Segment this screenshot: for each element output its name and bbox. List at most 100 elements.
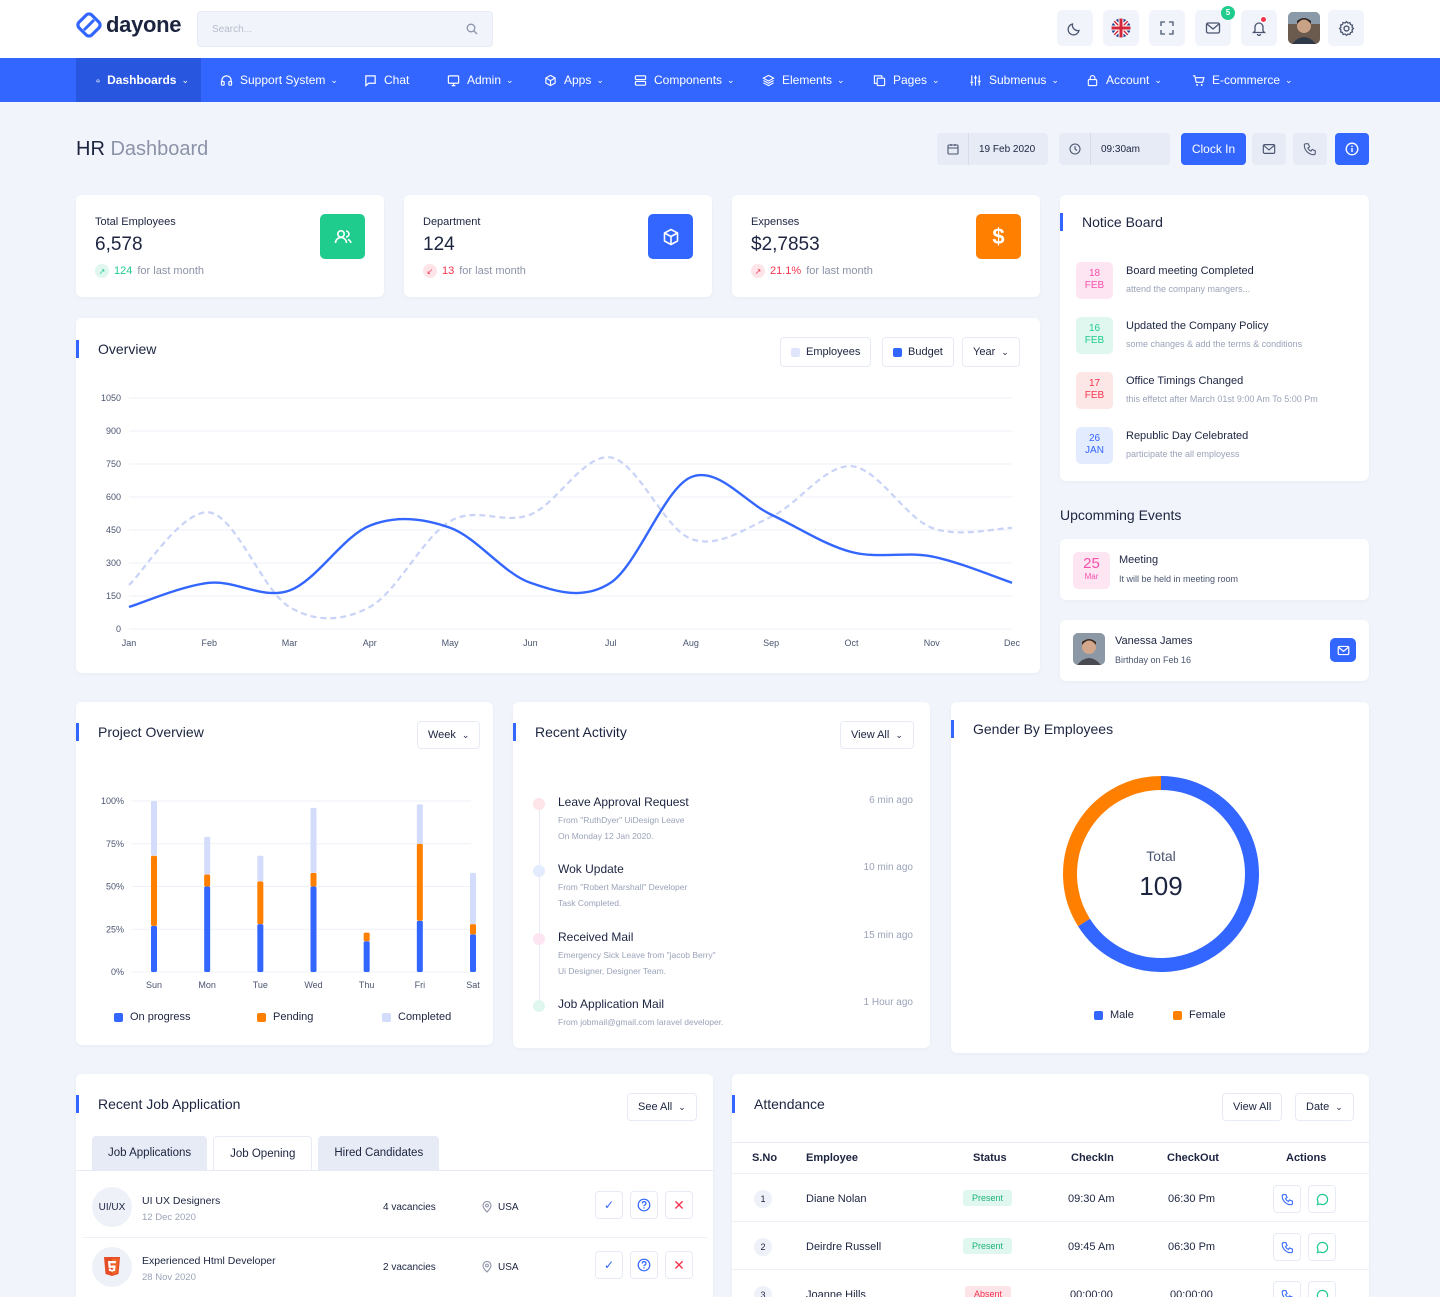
cube-icon [545, 74, 556, 86]
chat-bubble-icon [1316, 1241, 1328, 1253]
event-date: 25 Mar [1073, 552, 1110, 589]
message-button[interactable] [1308, 1281, 1336, 1297]
notifications-button[interactable] [1241, 10, 1277, 46]
nav-label: Pages [893, 73, 928, 87]
event-birthday-card[interactable]: Vanessa James Birthday on Feb 16 [1060, 620, 1369, 681]
view-all-button[interactable]: View All [1222, 1093, 1283, 1121]
clock-in-button[interactable]: Clock In [1181, 133, 1246, 165]
bar-on-progress [416, 920, 423, 972]
y-tick-label: 300 [106, 558, 121, 568]
card-title: Gender By Employees [951, 720, 1113, 738]
chat-bubble-icon [1316, 1193, 1328, 1205]
mail-icon [1337, 645, 1349, 655]
nav-chat[interactable]: Chat [364, 58, 409, 102]
phone-icon [1281, 1241, 1293, 1253]
close-icon: ✕ [673, 1256, 685, 1273]
x-tick-label: Sep [763, 638, 779, 648]
sliders-icon [970, 74, 981, 86]
call-button[interactable] [1273, 1185, 1301, 1213]
notice-item[interactable]: 26 JAN Republic Day Celebrated participat… [1076, 427, 1376, 467]
reject-button[interactable]: ✕ [665, 1251, 693, 1279]
nav-apps[interactable]: Apps ⌄ [544, 58, 604, 102]
activity-dot [533, 933, 545, 945]
logo[interactable]: dayone [76, 12, 182, 38]
chevron-down-icon: ⌄ [932, 74, 940, 85]
help-button[interactable] [630, 1191, 658, 1219]
help-button[interactable] [630, 1251, 658, 1279]
approve-button[interactable]: ✓ [595, 1191, 623, 1219]
nav-pages[interactable]: Pages ⌄ [873, 58, 940, 102]
date-select[interactable]: Date ⌄ [1295, 1093, 1354, 1121]
messages-button[interactable]: 5 [1195, 6, 1235, 46]
nav-components[interactable]: Components ⌄ [634, 58, 735, 102]
events-title: Upcomming Events [1060, 507, 1182, 523]
nav-submenus[interactable]: Submenus ⌄ [969, 58, 1059, 102]
status-badge: Present [963, 1190, 1013, 1206]
bar-pending [470, 924, 476, 935]
mail-button[interactable] [1252, 133, 1286, 165]
user-avatar[interactable] [1288, 12, 1320, 44]
tab-hired-candidates[interactable]: Hired Candidates [318, 1136, 440, 1170]
legend-on-progress: On progress [114, 1011, 191, 1023]
see-all-select[interactable]: See All ⌄ [627, 1093, 697, 1121]
tab-job-applications[interactable]: Job Applications [92, 1136, 208, 1170]
col-sno: S.No [752, 1152, 778, 1164]
top-bar: dayone 5 [0, 0, 1440, 58]
legend-budget[interactable]: Budget [882, 337, 954, 367]
search-input[interactable] [198, 12, 438, 46]
nav-elements[interactable]: Elements ⌄ [762, 58, 845, 102]
dark-mode-button[interactable] [1057, 10, 1093, 46]
bar-completed [204, 836, 211, 875]
notice-item[interactable]: 17 FEB Office Timings Changed this effetc… [1076, 372, 1376, 412]
call-button[interactable] [1273, 1233, 1301, 1261]
call-button[interactable] [1293, 133, 1327, 165]
message-button[interactable] [1308, 1185, 1336, 1213]
moon-icon [1067, 23, 1080, 36]
nav-label: Apps [564, 73, 592, 87]
date-picker[interactable]: 19 Feb 2020 [937, 133, 1048, 165]
fullscreen-button[interactable] [1149, 10, 1185, 46]
col-checkout: CheckOut [1167, 1152, 1219, 1164]
notice-item[interactable]: 18 FEB Board meeting Completed attend the… [1076, 262, 1376, 302]
view-all-select[interactable]: View All ⌄ [840, 721, 914, 749]
status-badge: Present [963, 1238, 1013, 1254]
logo-text: dayone [106, 12, 182, 37]
y-tick-label: 0% [111, 967, 124, 977]
info-button[interactable] [1335, 133, 1369, 165]
tab-job-opening[interactable]: Job Opening [213, 1136, 313, 1170]
call-button[interactable] [1273, 1281, 1301, 1297]
bar-completed [151, 801, 157, 856]
x-tick-label: Jun [523, 638, 538, 648]
week-select[interactable]: Week ⌄ [417, 721, 481, 749]
message-button[interactable] [1308, 1233, 1336, 1261]
nav-support-system[interactable]: Support System ⌄ [220, 58, 338, 102]
calendar-icon [946, 144, 959, 155]
nav-dashboards[interactable]: Dashboards ⌄ [76, 58, 201, 102]
search-icon[interactable] [466, 23, 478, 35]
time-picker[interactable]: 09:30am [1059, 133, 1170, 165]
period-select[interactable]: Year ⌄ [962, 337, 1020, 367]
event-meeting-card[interactable]: 25 Mar Meeting It will be held in meetin… [1060, 539, 1369, 600]
x-tick-label: Aug [683, 638, 699, 648]
nav-label: Chat [384, 73, 410, 87]
language-button[interactable] [1103, 10, 1139, 46]
bar-completed [257, 855, 264, 882]
nav-account[interactable]: Account ⌄ [1086, 58, 1162, 102]
gender-card: Gender By Employees Male Female [951, 702, 1369, 1053]
project-overview-card: Project Overview Week ⌄ On progress Pend… [76, 702, 493, 1045]
nav-admin[interactable]: Admin ⌄ [447, 58, 514, 102]
settings-button[interactable] [1328, 10, 1364, 46]
legend-employees[interactable]: Employees [780, 337, 872, 367]
chevron-down-icon: ⌄ [1285, 74, 1293, 85]
legend-pending: Pending [257, 1011, 313, 1023]
notice-item[interactable]: 16 FEB Updated the Company Policy some ch… [1076, 317, 1376, 357]
nav-ecommerce[interactable]: E-commerce ⌄ [1192, 58, 1293, 102]
bar-pending [151, 855, 157, 926]
close-icon: ✕ [673, 1196, 685, 1213]
reject-button[interactable]: ✕ [665, 1191, 693, 1219]
chevron-down-icon: ⌄ [1001, 346, 1009, 357]
bar-pending [310, 872, 317, 887]
mail-button[interactable] [1330, 638, 1356, 662]
series-line-employees [128, 456, 1013, 620]
approve-button[interactable]: ✓ [595, 1251, 623, 1279]
